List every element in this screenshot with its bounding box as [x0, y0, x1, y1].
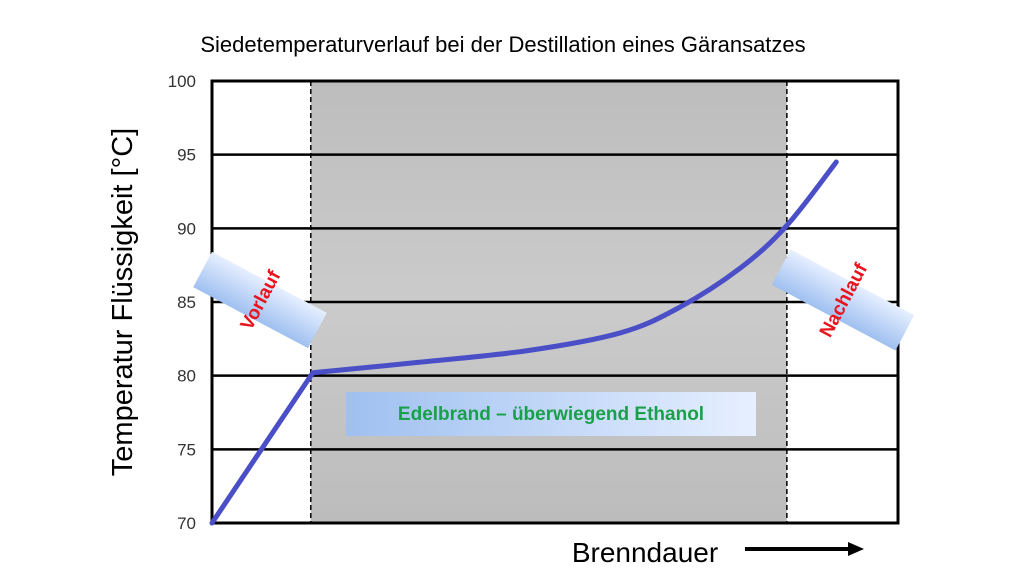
- x-axis-label: Brenndauer: [572, 537, 718, 568]
- plot-frame: [210, 79, 900, 525]
- y-tick-label: 70: [177, 514, 196, 533]
- y-tick-label: 95: [177, 146, 196, 165]
- edelbrand-label: Edelbrand – überwiegend Ethanol: [346, 392, 756, 436]
- x-axis-arrow: [745, 542, 864, 556]
- y-tick-label: 85: [177, 293, 196, 312]
- y-tick-label: 80: [177, 367, 196, 386]
- vorlauf-label: Vorlauf: [193, 251, 327, 349]
- y-axis-label: Temperatur Flüssigkeit [°C]: [107, 128, 139, 476]
- y-tick-label: 100: [168, 72, 196, 91]
- chart-title: Siedetemperaturverlauf bei der Destillat…: [200, 32, 805, 57]
- y-tick-label: 75: [177, 440, 196, 459]
- vorlauf-label-box: [193, 251, 327, 349]
- y-tick-label: 90: [177, 219, 196, 238]
- nachlauf-label-box: [771, 249, 915, 351]
- edelbrand-label-text: Edelbrand – überwiegend Ethanol: [398, 404, 704, 425]
- edelbrand-label-box: [346, 392, 756, 436]
